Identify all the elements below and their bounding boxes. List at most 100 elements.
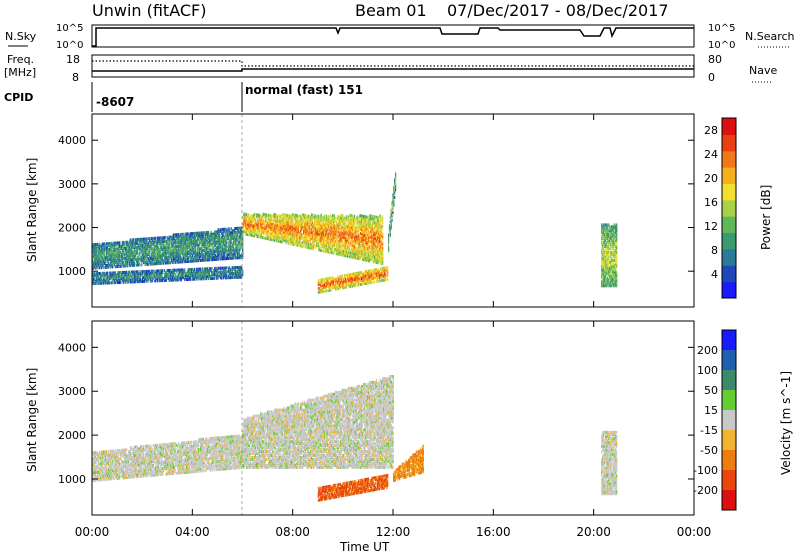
data-cell — [142, 279, 144, 283]
data-cell — [139, 247, 141, 251]
data-cell — [174, 249, 176, 253]
data-cell — [236, 236, 238, 240]
data-cell — [370, 253, 372, 257]
data-cell — [136, 238, 138, 241]
data-cell — [334, 226, 336, 230]
data-cell — [247, 227, 249, 231]
data-cell — [156, 271, 158, 275]
data-cell — [93, 274, 95, 278]
data-cell — [219, 274, 221, 278]
data-cell — [149, 273, 152, 277]
data-cell — [124, 248, 126, 252]
data-cell — [210, 244, 212, 248]
data-cell — [268, 225, 270, 229]
data-cell — [347, 221, 350, 225]
data-cell — [240, 230, 242, 234]
data-cell — [242, 273, 244, 277]
data-cell — [214, 268, 216, 272]
data-cell — [202, 241, 204, 245]
data-cell — [177, 235, 179, 239]
data-cell — [236, 266, 238, 269]
data-cell — [123, 252, 125, 256]
data-cell — [376, 235, 378, 239]
data-cell — [337, 221, 339, 225]
data-cell — [232, 235, 234, 238]
data-cell — [204, 256, 206, 260]
data-cell — [194, 273, 196, 277]
data-cell — [178, 240, 180, 244]
data-cell — [270, 236, 272, 239]
data-cell — [142, 247, 145, 251]
data-cell — [120, 247, 122, 251]
data-cell — [360, 255, 362, 259]
data-cell — [130, 274, 132, 278]
data-cell — [134, 248, 136, 252]
data-cell — [252, 230, 254, 234]
data-cell — [155, 236, 157, 240]
data-cell — [200, 258, 203, 262]
data-cell — [187, 270, 189, 274]
data-cell — [268, 213, 270, 217]
data-cell — [190, 257, 192, 261]
data-cell — [138, 253, 140, 257]
data-cell — [92, 280, 94, 284]
data-cell — [272, 226, 274, 230]
data-cell — [121, 273, 123, 276]
data-cell — [242, 248, 244, 252]
data-cell — [123, 272, 125, 276]
data-cell — [223, 257, 225, 261]
data-cell — [302, 215, 304, 219]
data-cell — [186, 252, 188, 256]
data-cell — [335, 240, 337, 244]
data-cell — [177, 258, 179, 262]
data-cell — [237, 230, 239, 234]
data-cell — [351, 245, 353, 249]
data-cell — [157, 246, 159, 250]
data-cell — [344, 220, 346, 224]
data-cell — [184, 246, 186, 250]
data-cell — [265, 236, 267, 240]
data-cell — [167, 247, 169, 251]
data-cell — [296, 220, 298, 223]
data-cell — [376, 217, 378, 221]
data-cell — [199, 267, 201, 271]
data-cell — [377, 249, 379, 253]
data-cell — [370, 246, 372, 249]
data-cell — [344, 250, 346, 254]
data-cell — [323, 245, 325, 249]
data-cell — [172, 255, 174, 259]
data-cell — [112, 281, 114, 285]
data-cell — [284, 235, 286, 239]
data-cell — [160, 238, 162, 242]
data-cell — [99, 264, 102, 268]
data-cell — [326, 238, 328, 242]
data-cell — [282, 236, 285, 240]
data-cell — [142, 261, 145, 265]
data-cell — [146, 237, 148, 241]
data-cell — [256, 233, 258, 236]
data-cell — [205, 269, 207, 273]
data-cell — [332, 222, 335, 226]
data-cell — [122, 250, 124, 254]
data-cell — [100, 248, 102, 252]
data-cell — [113, 247, 115, 251]
data-cell — [314, 227, 316, 231]
data-cell — [292, 234, 294, 238]
data-cell — [230, 231, 232, 235]
data-cell — [348, 223, 350, 227]
data-cell — [97, 254, 99, 258]
data-cell — [117, 261, 119, 265]
data-cell — [198, 245, 200, 249]
data-cell — [192, 241, 194, 245]
data-cell — [229, 231, 231, 235]
data-cell — [354, 214, 356, 218]
data-cell — [322, 231, 324, 235]
data-cell — [377, 220, 379, 224]
data-cell — [300, 228, 302, 232]
data-cell — [357, 233, 359, 237]
data-cell — [127, 262, 129, 266]
data-cell — [266, 237, 268, 241]
data-cell — [244, 218, 246, 222]
data-cell — [342, 224, 344, 228]
data-cell — [328, 229, 330, 232]
